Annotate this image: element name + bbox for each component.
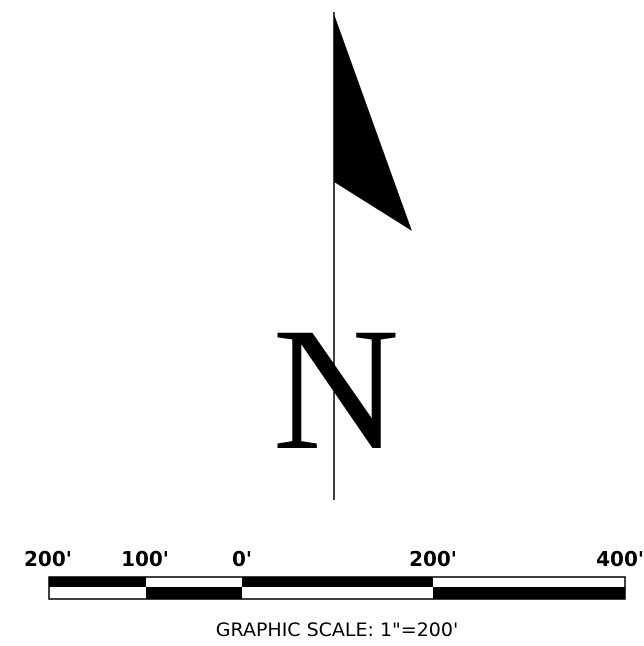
north-arrow: N [272, 12, 412, 500]
scale-tick-label-0: 0' [232, 547, 252, 571]
scale-segment-top-3 [242, 577, 433, 587]
scale-segment-bottom-1 [49, 587, 146, 599]
graphic-scale: 200' 100' 0' 200' 400' GRAPHIC SCALE: 1"… [24, 547, 644, 641]
scale-title: GRAPHIC SCALE: 1"=200' [216, 619, 458, 641]
scale-tick-label-100: 100' [121, 547, 169, 571]
scale-segment-bottom-2 [146, 587, 242, 599]
scale-segment-bottom-4 [433, 587, 625, 599]
scale-tick-label-200-left: 200' [24, 547, 72, 571]
north-letter: N [272, 292, 399, 487]
scale-bar-outline [48, 576, 626, 600]
scale-bar [48, 576, 626, 600]
scale-tick-label-400: 400' [596, 547, 644, 571]
scale-segment-top-1 [49, 577, 146, 587]
scale-segment-top-4 [433, 577, 625, 587]
scale-tick-label-200-right: 200' [409, 547, 457, 571]
scale-segment-top-2 [146, 577, 242, 587]
north-arrow-flag-icon [334, 14, 412, 231]
scale-segment-bottom-3 [242, 587, 433, 599]
